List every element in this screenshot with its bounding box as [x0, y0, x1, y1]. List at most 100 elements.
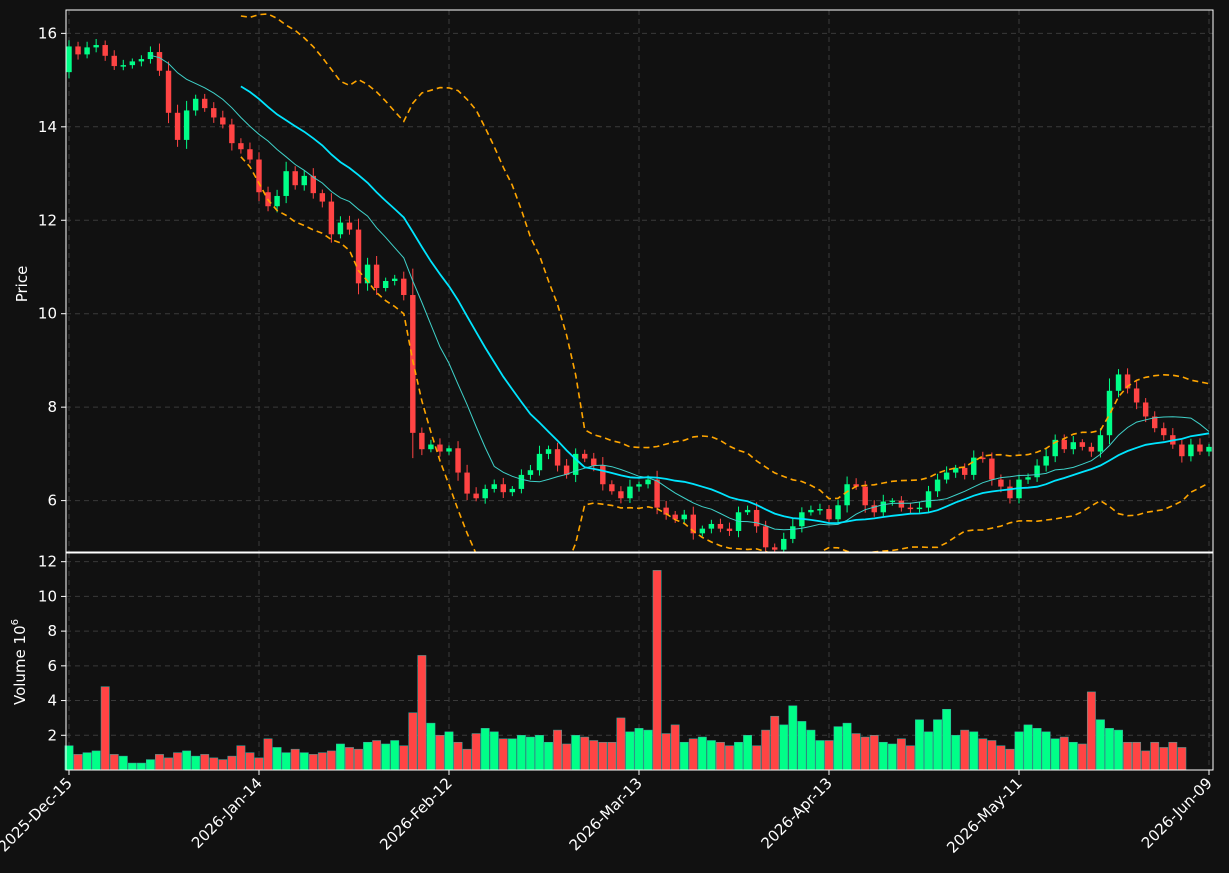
volume-bar — [960, 729, 970, 771]
candle-body — [699, 528, 706, 534]
candle-body — [627, 486, 633, 499]
volume-bar — [200, 754, 210, 771]
volume-bar — [942, 708, 952, 771]
volume-bar — [317, 752, 327, 771]
candle-body — [455, 448, 461, 473]
volume-bar — [788, 705, 798, 771]
volume-bar — [73, 754, 83, 771]
volume-bar — [661, 733, 671, 771]
volume-bar — [679, 741, 689, 771]
volume-bar — [1086, 691, 1096, 771]
volume-bar — [263, 738, 273, 771]
volume-bar — [598, 741, 608, 771]
candle-body — [1070, 442, 1076, 450]
candle-body — [536, 453, 543, 471]
volume-bar — [1059, 736, 1069, 771]
candle-body — [871, 505, 877, 513]
volume-bar — [906, 745, 915, 771]
volume-ytick-label: 8 — [47, 622, 57, 640]
volume-bar — [236, 745, 246, 771]
volume-bar — [1141, 750, 1151, 771]
candle-body — [183, 110, 190, 140]
candle-body — [582, 453, 588, 459]
volume-bar — [173, 752, 182, 771]
candle-body — [256, 159, 262, 193]
volume-bar — [82, 752, 92, 771]
candle-body — [75, 46, 81, 55]
candle-body — [681, 514, 687, 520]
price-panel: 6 8 10 12 14 16 — [38, 9, 1214, 553]
candle-body — [934, 479, 941, 492]
volume-bar — [526, 736, 535, 771]
candle-body — [690, 514, 696, 534]
volume-bar — [136, 762, 146, 771]
candle-body — [781, 538, 787, 550]
candle-body — [156, 52, 163, 71]
candle-body — [645, 479, 651, 485]
volume-bar — [779, 724, 789, 771]
volume-bar — [336, 743, 345, 771]
candle-body — [762, 526, 769, 548]
bollinger-lower-band — [240, 156, 1210, 552]
volume-bar — [824, 740, 834, 771]
volume-bar — [372, 740, 382, 771]
candle-body — [346, 222, 353, 230]
volume-bar — [987, 740, 997, 771]
volume-ytick-label: 2 — [47, 726, 57, 744]
candle-body — [1142, 402, 1149, 417]
volume-bar — [516, 735, 526, 771]
candle-body — [509, 488, 516, 493]
price-ytick-label: 10 — [38, 305, 57, 323]
candle-body — [301, 175, 307, 186]
volume-bar — [860, 736, 870, 771]
candle-body — [898, 500, 905, 508]
volume-bar — [887, 743, 897, 771]
candle-body — [1088, 446, 1095, 452]
volume-bar — [1014, 731, 1024, 771]
volume-bar — [697, 736, 707, 771]
volume-bar — [688, 738, 698, 771]
volume-bar — [326, 750, 336, 771]
volume-bar — [408, 712, 418, 771]
candle-body — [609, 484, 615, 492]
volume-bar — [607, 741, 617, 771]
volume-bar — [1105, 728, 1114, 771]
candle-body — [373, 264, 380, 289]
candle-body — [138, 59, 145, 62]
candle-body — [1188, 444, 1194, 457]
volume-bar — [915, 719, 924, 771]
candle-body — [1152, 416, 1158, 429]
candle-body — [355, 229, 362, 284]
candle-body — [790, 526, 796, 539]
volume-bar — [1041, 731, 1051, 771]
candle-body — [446, 448, 452, 452]
candle-body — [464, 472, 470, 494]
volume-bar — [933, 719, 942, 771]
volume-bar — [1068, 741, 1078, 771]
candle-body — [572, 453, 579, 475]
volume-bar — [218, 759, 228, 771]
volume-bar — [444, 731, 454, 771]
candle-body — [392, 278, 398, 281]
volume-bar — [498, 738, 508, 771]
volume-bar — [109, 754, 119, 771]
volume-bar — [507, 738, 517, 771]
moving-average-long — [240, 85, 1210, 525]
candle-body — [1161, 428, 1167, 436]
candle-body — [925, 491, 932, 508]
candle-body — [880, 501, 886, 513]
candle-body — [753, 509, 760, 527]
volume-bar — [489, 731, 499, 771]
volume-bar — [869, 735, 879, 771]
candle-body — [364, 264, 371, 284]
bollinger-upper-band — [240, 13, 1210, 500]
candle-body — [672, 514, 678, 520]
price-ytick-label: 12 — [38, 211, 57, 229]
volume-bar — [354, 748, 363, 771]
candle-body — [772, 547, 778, 550]
volume-bar — [272, 747, 282, 771]
price-ytick-label: 6 — [47, 492, 57, 510]
candle-body — [111, 55, 117, 67]
volume-bar — [643, 729, 653, 771]
volume-bar — [969, 731, 979, 771]
